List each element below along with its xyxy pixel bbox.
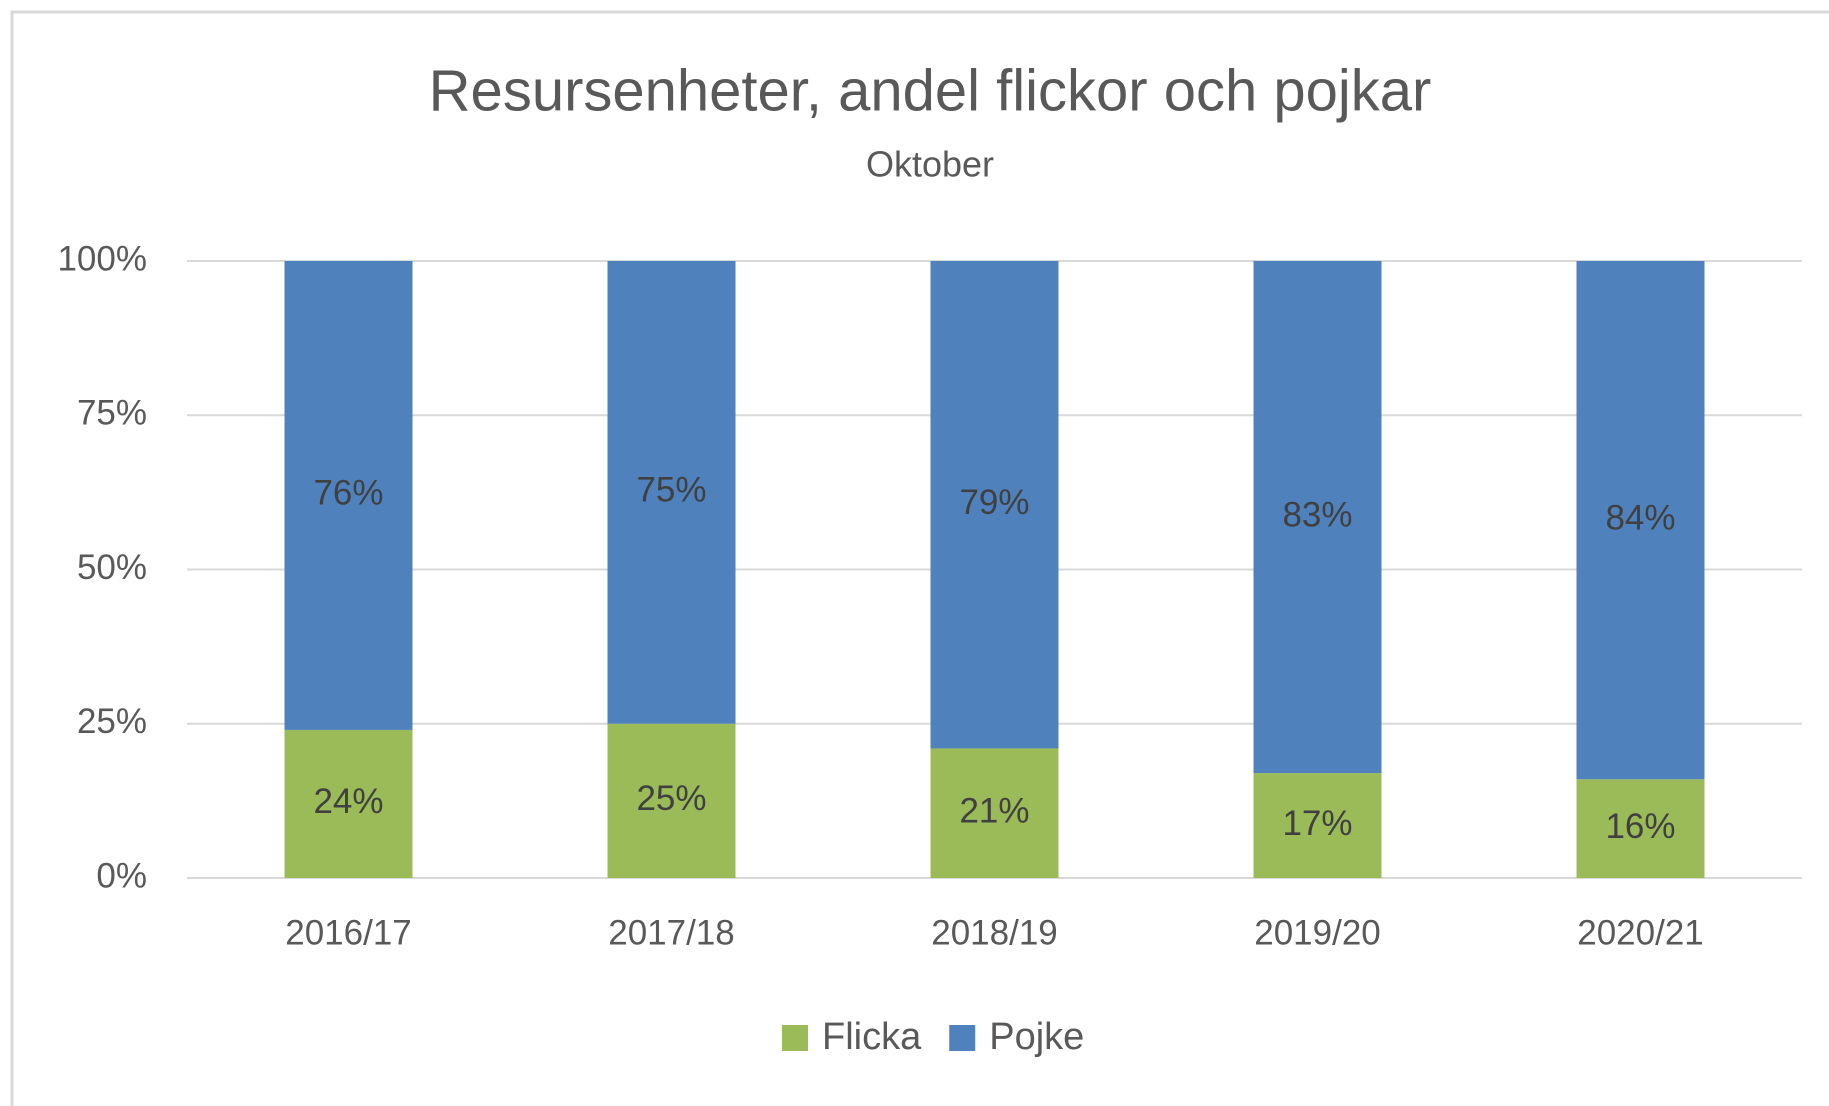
y-tick-label: 75% xyxy=(77,394,147,433)
data-label: 25% xyxy=(636,779,706,818)
y-tick-label: 0% xyxy=(96,856,147,895)
chart-subtitle: Oktober xyxy=(866,144,994,185)
x-tick-label: 2016/17 xyxy=(285,913,412,952)
y-tick-label: 100% xyxy=(57,239,147,278)
legend-label: Pojke xyxy=(989,1016,1084,1058)
data-label: 21% xyxy=(959,791,1029,830)
bar-segment xyxy=(607,723,736,878)
legend-swatch xyxy=(782,1025,808,1051)
legend-swatch xyxy=(949,1025,976,1051)
x-tick-label: 2018/19 xyxy=(931,913,1058,952)
bar-segment xyxy=(1576,779,1705,878)
data-label: 83% xyxy=(1282,495,1352,534)
bar-segment xyxy=(930,748,1059,878)
x-tick-label: 2020/21 xyxy=(1577,913,1704,952)
bar-segment xyxy=(1253,773,1382,878)
bar-segment xyxy=(1576,261,1705,780)
data-label: 16% xyxy=(1605,807,1675,846)
bar-segment xyxy=(930,261,1059,749)
bar-segment xyxy=(607,261,736,724)
x-tick-label: 2019/20 xyxy=(1254,913,1381,952)
y-tick-label: 25% xyxy=(77,702,147,741)
chart-title: Resursenheter, andel flickor och pojkar xyxy=(429,58,1432,123)
data-label: 75% xyxy=(636,471,706,510)
data-label: 84% xyxy=(1605,498,1675,537)
bar-segment xyxy=(1253,261,1382,774)
data-label: 79% xyxy=(959,483,1029,522)
bar-segment xyxy=(284,729,413,878)
data-label: 76% xyxy=(313,474,383,513)
data-label: 24% xyxy=(313,782,383,821)
data-label: 17% xyxy=(1282,804,1352,843)
bar-segment xyxy=(284,261,413,730)
x-tick-label: 2017/18 xyxy=(608,913,735,952)
y-tick-label: 50% xyxy=(77,548,147,587)
legend-label: Flicka xyxy=(822,1016,922,1058)
